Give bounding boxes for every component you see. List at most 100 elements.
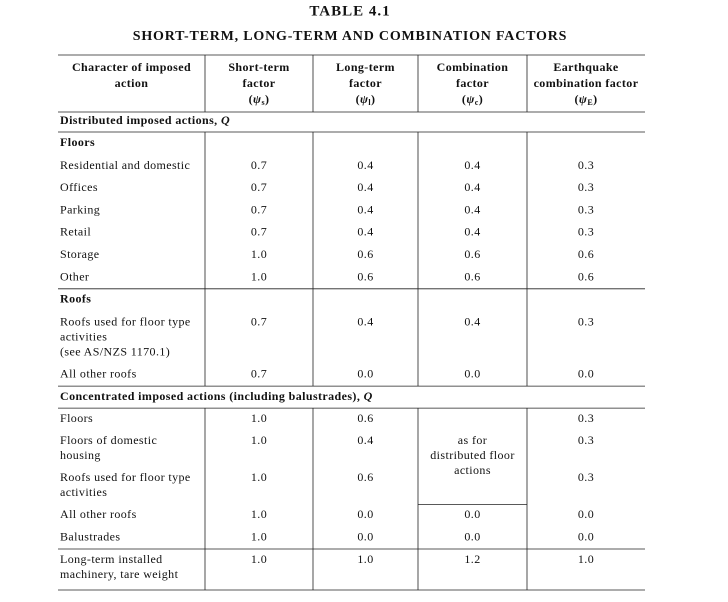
section-heading: Distributed imposed actions, Q [60,113,230,127]
column-header: factor [242,76,275,90]
group-heading: Floors [60,135,95,149]
cell-value: 0.3 [578,470,594,484]
symbol-close: ) [479,92,483,106]
symbol-close: ) [593,92,597,106]
cell-value: 0.4 [464,158,480,172]
cell-value: 0.4 [357,180,373,194]
cell-value: 0.4 [357,225,373,239]
row-label: Floors [60,411,93,425]
cell-value: 0.4 [357,202,373,216]
cell-value: 1.0 [251,269,267,283]
cell-value: 0.6 [578,269,594,283]
cell-value: 1.0 [251,247,267,261]
cell-value: 0.3 [578,411,594,425]
cell-value: 0.6 [578,247,594,261]
row-label: All other roofs [60,367,137,381]
row-label: Parking [60,202,100,216]
cell-value: 0.0 [357,529,373,543]
table-number: TABLE 4.1 [309,3,390,19]
cell-value: 1.0 [578,552,594,566]
row-label: All other roofs [60,507,137,521]
row-label: Other [60,269,89,283]
symbol-sub: c [475,98,479,107]
group-heading: Roofs [60,292,91,306]
row-label: Roofs used for floor type [60,315,191,329]
cell-value: 0.4 [357,433,373,447]
cell-value: 1.0 [251,552,267,566]
cell-value: 0.6 [357,269,373,283]
cell-value: 0.0 [464,367,480,381]
cell-value: 0.6 [357,411,373,425]
cell-value: 0.3 [578,180,594,194]
row-label: Balustrades [60,529,120,543]
column-symbol: (ψl) [356,92,376,107]
section-variable: Q [221,113,230,127]
column-header: Earthquake [553,60,619,74]
column-symbol: (ψE) [575,92,598,107]
merged-cell: actions [454,463,491,477]
cell-value: 0.6 [357,247,373,261]
cell-value: 0.4 [464,225,480,239]
row-label: Roofs used for floor type [60,470,191,484]
row-label: Floors of domestic [60,433,157,447]
cell-value: 0.0 [578,367,594,381]
column-header: combination factor [534,76,639,90]
cell-value: 0.6 [464,247,480,261]
symbol-close: ) [371,92,375,106]
row-label: Retail [60,225,91,239]
cell-value: 0.3 [578,158,594,172]
section-title: Distributed imposed actions, [60,113,221,127]
row-label: activities [60,485,107,499]
cell-value: 1.0 [251,507,267,521]
cell-value: 0.4 [464,315,480,329]
row-label: Offices [60,180,98,194]
column-header: action [115,76,149,90]
cell-value: 1.0 [251,433,267,447]
symbol-sub: E [587,98,593,107]
cell-value: 0.0 [464,529,480,543]
column-symbol: (ψc) [462,92,483,107]
symbol-close: ) [265,92,269,106]
cell-value: 1.0 [251,470,267,484]
cell-value: 1.0 [357,552,373,566]
cell-value: 0.0 [578,507,594,521]
symbol-open: ( [356,92,360,106]
cell-value: 0.3 [578,225,594,239]
section-variable: Q [364,389,373,403]
cell-value: 0.6 [357,470,373,484]
row-label: machinery, tare weight [60,567,179,581]
cell-value: 0.3 [578,433,594,447]
symbol-base: ψ [253,92,262,106]
row-label: Storage [60,247,99,261]
cell-value: 0.3 [578,202,594,216]
row-label: housing [60,448,101,462]
symbol-sub: l [368,98,371,107]
cell-value: 1.0 [251,529,267,543]
cell-value: 1.0 [251,411,267,425]
symbol-open: ( [575,92,579,106]
cell-value: 0.4 [464,180,480,194]
column-header: factor [349,76,382,90]
symbol-open: ( [249,92,253,106]
row-label: Long-term installed [60,552,163,566]
cell-value: 0.7 [251,367,267,381]
cell-value: 0.6 [464,269,480,283]
cell-value: 0.7 [251,315,267,329]
cell-value: 0.4 [464,202,480,216]
column-header: factor [456,76,489,90]
cell-value: 0.7 [251,225,267,239]
table-title: SHORT-TERM, LONG-TERM AND COMBINATION FA… [133,29,567,44]
cell-value: 0.7 [251,202,267,216]
cell-value: 0.4 [357,158,373,172]
row-label: Residential and domestic [60,158,190,172]
cell-value: 0.3 [578,315,594,329]
merged-cell: distributed floor [430,448,514,462]
symbol-base: ψ [579,92,588,106]
column-header: Long-term [336,60,395,74]
cell-value: 0.0 [578,529,594,543]
symbol-sub: s [261,98,265,107]
merged-cell: as for [458,433,487,447]
column-symbol: (ψs) [249,92,270,107]
